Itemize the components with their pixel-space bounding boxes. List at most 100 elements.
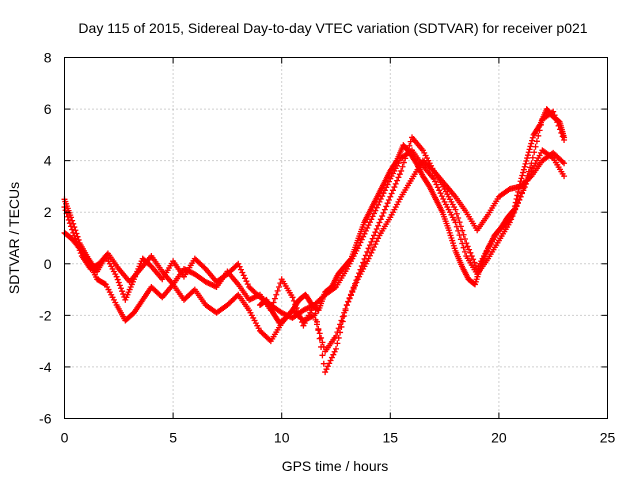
data-point xyxy=(343,302,350,309)
interpolated-point xyxy=(526,146,533,153)
interpolated-point xyxy=(77,250,84,257)
interpolated-point xyxy=(459,227,466,234)
interpolated-point xyxy=(371,232,378,239)
interpolated-point xyxy=(353,279,360,286)
y-tick-label: -6 xyxy=(39,411,52,427)
interpolated-point xyxy=(392,180,399,187)
interpolated-point xyxy=(73,238,80,245)
interpolated-point xyxy=(527,164,534,171)
series-track-2 xyxy=(61,108,568,355)
interpolated-point xyxy=(536,122,543,129)
interpolated-point xyxy=(388,190,395,197)
grid-lines xyxy=(64,57,608,419)
data-point xyxy=(322,369,329,376)
interpolated-point xyxy=(400,159,407,166)
interpolated-point xyxy=(470,256,477,263)
interpolated-point xyxy=(352,282,359,289)
plot-frame xyxy=(64,57,608,419)
interpolated-point xyxy=(312,310,319,317)
interpolated-point xyxy=(461,248,468,255)
interpolated-point xyxy=(66,220,73,227)
data-marks xyxy=(61,106,568,376)
interpolated-point xyxy=(523,157,530,164)
interpolated-point xyxy=(346,295,353,302)
interpolated-point xyxy=(438,193,445,200)
interpolated-point xyxy=(330,351,337,358)
interpolated-point xyxy=(377,216,384,223)
data-point xyxy=(517,193,524,200)
interpolated-point xyxy=(513,195,520,202)
x-tick-label: 5 xyxy=(169,430,177,446)
y-tick-label: 6 xyxy=(44,101,52,117)
x-tick-label: 15 xyxy=(383,430,399,446)
interpolated-point xyxy=(326,360,333,367)
interpolated-point xyxy=(460,231,467,238)
interpolated-point xyxy=(242,275,249,282)
interpolated-point xyxy=(390,187,397,194)
data-point xyxy=(561,134,568,141)
interpolated-point xyxy=(318,343,325,350)
interpolated-point xyxy=(237,266,244,273)
interpolated-point xyxy=(467,249,474,256)
interpolated-point xyxy=(69,226,76,233)
interpolated-point xyxy=(316,330,323,337)
interpolated-point xyxy=(366,219,373,226)
interpolated-point xyxy=(529,137,536,144)
interpolated-point xyxy=(296,312,303,319)
data-point xyxy=(387,193,394,200)
y-axis-label: SDTVAR / TECUs xyxy=(6,182,22,294)
interpolated-point xyxy=(521,163,528,170)
y-tick-label: -4 xyxy=(39,359,52,375)
interpolated-point xyxy=(394,177,401,184)
interpolated-point xyxy=(275,283,282,290)
interpolated-point xyxy=(240,272,247,279)
interpolated-point xyxy=(385,196,392,203)
interpolated-point xyxy=(347,256,354,263)
interpolated-point xyxy=(316,335,323,342)
interpolated-point xyxy=(239,269,246,276)
interpolated-point xyxy=(331,348,338,355)
interpolated-point xyxy=(402,155,409,162)
interpolated-point xyxy=(337,329,344,336)
y-tick-label: 2 xyxy=(44,204,52,220)
data-point xyxy=(561,160,568,167)
data-point xyxy=(452,206,459,213)
interpolated-point xyxy=(519,172,526,179)
interpolated-point xyxy=(525,168,532,175)
data-point xyxy=(289,294,296,301)
interpolated-point xyxy=(76,247,83,254)
interpolated-point xyxy=(372,229,379,236)
interpolated-point xyxy=(335,334,342,341)
interpolated-point xyxy=(514,192,521,199)
data-point xyxy=(376,219,383,226)
interpolated-point xyxy=(315,327,322,334)
interpolated-point xyxy=(511,203,518,210)
interpolated-point xyxy=(466,246,473,253)
y-tick-label: 0 xyxy=(44,256,52,272)
data-point xyxy=(561,173,568,180)
interpolated-point xyxy=(75,244,82,251)
interpolated-point xyxy=(274,287,281,294)
interpolated-point xyxy=(532,143,539,150)
interpolated-point xyxy=(440,195,447,202)
interpolated-point xyxy=(68,223,75,230)
interpolated-point xyxy=(243,278,250,285)
x-tick-label: 10 xyxy=(274,430,290,446)
interpolated-point xyxy=(364,248,371,255)
interpolated-point xyxy=(294,308,301,315)
interpolated-point xyxy=(366,242,373,249)
interpolated-point xyxy=(393,158,400,165)
interpolated-point xyxy=(271,295,278,302)
interpolated-point xyxy=(313,318,320,325)
data-point xyxy=(524,155,531,162)
interpolated-point xyxy=(72,235,79,242)
interpolated-point xyxy=(456,219,463,226)
interpolated-point xyxy=(395,174,402,181)
interpolated-point xyxy=(64,213,71,220)
interpolated-point xyxy=(396,171,403,178)
interpolated-point xyxy=(375,222,382,229)
interpolated-point xyxy=(529,134,536,141)
interpolated-point xyxy=(328,354,335,361)
interpolated-point xyxy=(453,210,460,217)
interpolated-point xyxy=(373,225,380,232)
